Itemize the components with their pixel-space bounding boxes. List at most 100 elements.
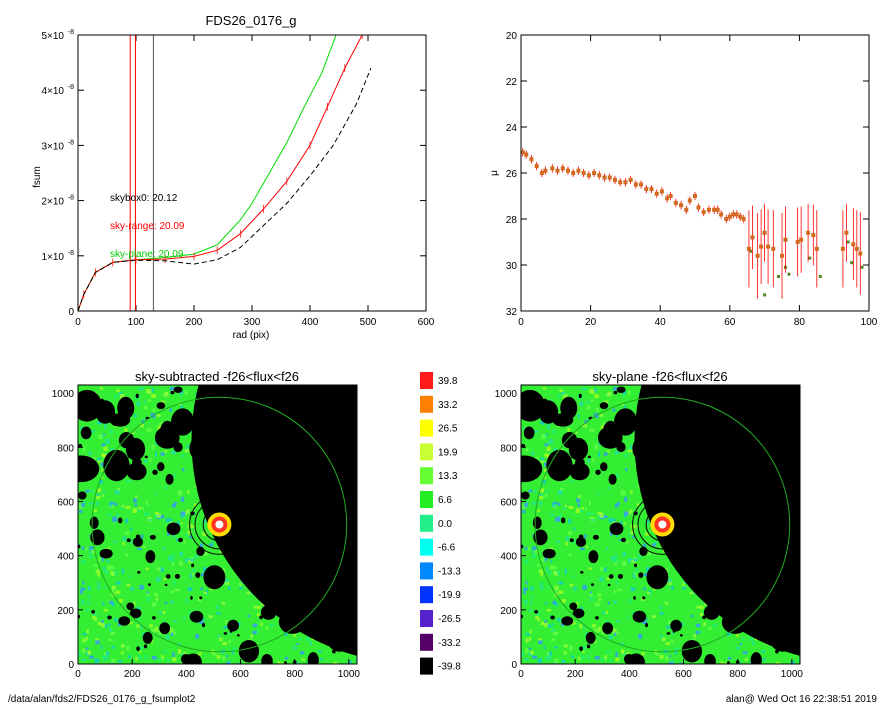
noise-pixel [627,390,631,395]
masked-source [184,653,202,664]
noise-pixel [256,630,260,634]
masked-source [173,386,183,393]
mu-point [618,180,623,185]
noise-pixel [604,655,607,660]
noise-pixel [525,580,528,585]
noise-pixel [211,541,215,544]
noise-pixel [98,479,103,485]
noise-pixel [144,654,148,660]
masked-source [602,622,614,635]
noise-pixel [82,580,85,585]
noise-pixel [132,508,137,514]
image-frame [520,384,801,665]
y-tick-label: 20 [506,31,518,42]
masked-source [78,491,87,500]
noise-pixel [155,597,159,601]
noise-pixel [103,446,108,451]
masked-source [595,616,599,620]
noise-pixel [179,561,183,566]
secondary-marker [749,249,753,253]
noise-pixel [578,656,581,661]
masked-source [165,473,174,485]
annotation-skybox0: skybox0: 20.12 [110,193,178,204]
masked-source [681,639,703,663]
noise-pixel [86,636,89,641]
noise-pixel [127,655,132,658]
noise-pixel [667,579,672,583]
noise-pixel [145,389,150,393]
noise-pixel [189,573,193,579]
colorbar-swatch [420,514,433,532]
noise-pixel [121,504,124,507]
noise-pixel [581,387,587,391]
noise-pixel [228,632,232,635]
noise-pixel [186,444,190,449]
mu-point [734,212,739,217]
noise-pixel [83,500,86,505]
noise-pixel [228,640,231,644]
noise-pixel [186,490,190,494]
noise-pixel [539,488,545,493]
noise-pixel [170,590,174,594]
masked-source [284,661,287,664]
noise-pixel [775,661,781,664]
noise-pixel [583,624,586,629]
mu-point [840,246,845,251]
noise-pixel [586,459,591,463]
masked-source [152,469,158,475]
noise-pixel [159,422,163,426]
colorbar-swatch [420,657,433,675]
noise-pixel [695,623,701,628]
x-tick-label: 400 [302,317,319,328]
noise-pixel [146,428,152,433]
masked-source [581,443,587,448]
noise-pixel [156,577,161,582]
noise-pixel [98,434,103,440]
masked-source [646,565,669,590]
noise-pixel [546,446,551,451]
mu-point [550,166,555,171]
mu-point [854,246,859,251]
noise-pixel [561,659,565,663]
noise-pixel [626,540,629,545]
noise-pixel [126,479,132,483]
colorbar-label: 26.5 [438,424,458,435]
masked-source [186,415,190,418]
noise-pixel [87,650,91,655]
noise-pixel [627,558,633,563]
noise-pixel [187,587,193,592]
noise-pixel [111,588,114,594]
noise-pixel [222,642,228,646]
noise-pixel [708,626,712,631]
noise-pixel [596,592,602,597]
mu-point [623,180,628,185]
noise-pixel [622,652,627,656]
noise-pixel [96,493,100,497]
noise-pixel [703,622,706,627]
noise-pixel [90,489,94,494]
noise-pixel [615,534,618,538]
noise-pixel [579,624,583,629]
mu-point [844,230,849,235]
noise-pixel [152,408,156,412]
noise-pixel [663,649,668,653]
noise-pixel [189,535,192,539]
masked-source [617,573,623,579]
noise-pixel [563,651,567,655]
noise-pixel [548,439,553,444]
noise-pixel [110,570,113,576]
masked-source [592,534,599,540]
mu-point [654,191,659,196]
noise-pixel [145,501,149,506]
noise-pixel [667,580,673,585]
noise-pixel [126,583,131,587]
noise-pixel [236,662,240,664]
y-tick-label: 0 [511,660,517,671]
noise-pixel [87,595,91,599]
noise-pixel [624,496,628,502]
x-tick-label: 200 [567,669,584,680]
masked-source [704,653,716,664]
noise-pixel [638,634,643,639]
noise-pixel [281,662,284,664]
y-tick-exponent: -8 [68,250,74,257]
